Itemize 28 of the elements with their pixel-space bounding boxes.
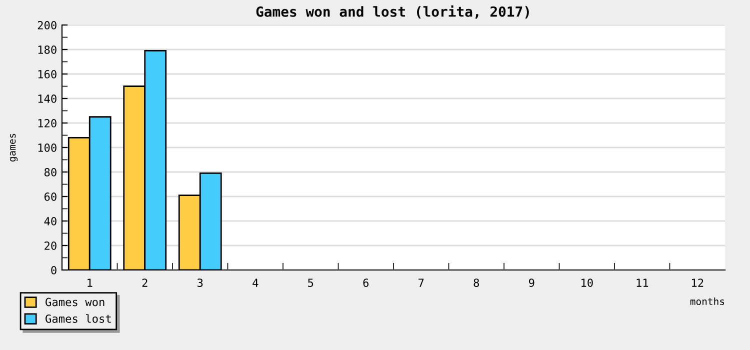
y-tick-label: 160: [38, 70, 56, 78]
x-tick-label: 1: [88, 278, 92, 287]
y-tick-label: 80: [44, 168, 56, 176]
y-axis-title: games: [10, 134, 18, 162]
chart-title: Games won and lost (lorita, 2017): [256, 5, 529, 19]
legend-label: Games lost: [46, 314, 111, 323]
x-tick-label: 6: [363, 278, 368, 287]
y-tick-label: 140: [38, 94, 56, 103]
x-tick-label: 3: [198, 278, 203, 287]
y-tick-label: 120: [38, 119, 56, 128]
x-tick-label: 2: [142, 278, 148, 287]
y-tick-label: 20: [44, 242, 56, 250]
x-tick-label: 12: [692, 278, 704, 287]
x-tick-label: 4: [252, 278, 258, 287]
x-tick-label: 8: [474, 278, 480, 287]
y-tick-label: 60: [44, 192, 56, 201]
x-tick-label: 9: [528, 278, 534, 287]
y-tick-label: 180: [38, 46, 56, 54]
y-tick-label: 200: [38, 21, 56, 30]
y-tick-label: 0: [51, 266, 56, 274]
x-tick-label: 11: [636, 278, 648, 287]
legend-label: Games won: [46, 298, 104, 306]
y-tick-label: 100: [38, 144, 56, 152]
x-axis-title: months: [690, 298, 724, 306]
x-tick-label: 10: [582, 278, 593, 287]
x-tick-label: 7: [418, 278, 424, 287]
x-tick-label: 5: [308, 278, 314, 287]
y-tick-label: 40: [44, 217, 56, 226]
